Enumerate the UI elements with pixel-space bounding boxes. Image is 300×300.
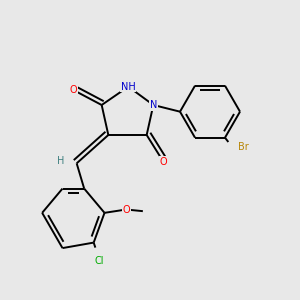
Text: Br: Br bbox=[238, 142, 249, 152]
Text: Cl: Cl bbox=[95, 256, 104, 266]
Text: N: N bbox=[150, 100, 157, 110]
Text: O: O bbox=[70, 85, 77, 95]
Text: NH: NH bbox=[121, 82, 136, 92]
Text: O: O bbox=[122, 205, 130, 214]
Text: H: H bbox=[57, 156, 64, 166]
Text: O: O bbox=[160, 157, 167, 167]
